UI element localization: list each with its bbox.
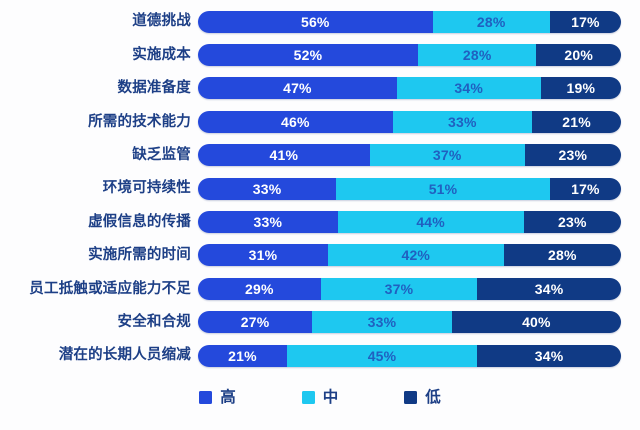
stacked-bar[interactable]: 29% 37% 34% bbox=[198, 277, 621, 300]
category-label: 所需的技术能力 bbox=[88, 113, 191, 130]
chart-row: 数据准备度 47% 34% 19% bbox=[0, 72, 640, 105]
bar-segment-中[interactable]: 33% bbox=[312, 311, 452, 334]
category-label: 缺乏监管 bbox=[132, 147, 191, 163]
bar-segment-高[interactable]: 47% bbox=[198, 77, 397, 100]
bar-segment-高[interactable]: 27% bbox=[198, 311, 313, 334]
chart-row: 安全和合规 27% 33% 40% bbox=[0, 306, 640, 339]
bar-segment-高[interactable]: 52% bbox=[198, 44, 418, 67]
category-label: 安全和合规 bbox=[117, 313, 191, 330]
chart-row: 实施成本 52% 28% 20% bbox=[0, 38, 640, 71]
chart-legend: 高中低 bbox=[0, 390, 640, 406]
category-label: 虚假信息的传播 bbox=[88, 213, 191, 230]
bar-segment-高[interactable]: 33% bbox=[198, 177, 337, 200]
chart-row: 所需的技术能力 46% 33% 21% bbox=[0, 105, 640, 138]
stacked-bar[interactable]: 33% 51% 17% bbox=[198, 177, 621, 200]
stacked-bar[interactable]: 21% 45% 34% bbox=[198, 344, 621, 367]
bar-segment-中[interactable]: 33% bbox=[392, 110, 533, 133]
bar-segment-低[interactable]: 19% bbox=[540, 77, 621, 100]
bar-segment-中[interactable]: 37% bbox=[369, 144, 525, 167]
category-label: 实施成本 bbox=[132, 46, 191, 63]
bar-segment-高[interactable]: 46% bbox=[198, 110, 393, 133]
category-label: 环境可持续性 bbox=[102, 180, 191, 197]
bar-segment-低[interactable]: 34% bbox=[477, 277, 621, 300]
category-label: 员工抵触或适应能力不足 bbox=[29, 280, 191, 297]
bar-segment-低[interactable]: 20% bbox=[536, 44, 621, 67]
legend-swatch-icon bbox=[301, 391, 315, 405]
stacked-bar[interactable]: 31% 42% 28% bbox=[198, 244, 621, 267]
stacked-bar[interactable]: 41% 37% 23% bbox=[198, 144, 621, 167]
stacked-bar[interactable]: 27% 33% 40% bbox=[198, 311, 621, 334]
legend-swatch-icon bbox=[199, 391, 213, 405]
legend-label: 低 bbox=[425, 389, 441, 406]
legend-item-高[interactable]: 高 bbox=[199, 390, 236, 406]
bar-segment-低[interactable]: 23% bbox=[524, 144, 621, 167]
bar-segment-中[interactable]: 45% bbox=[286, 344, 478, 367]
chart-rows: 道德挑战 56% 28% 17% 实施成本 52% 28% 20% 数据准备度 47% 34% 19%… bbox=[0, 5, 640, 372]
legend-label: 高 bbox=[220, 389, 236, 406]
bar-segment-中[interactable]: 28% bbox=[417, 44, 537, 67]
legend-swatch-icon bbox=[404, 391, 418, 405]
bar-segment-高[interactable]: 21% bbox=[198, 344, 287, 367]
category-label: 数据准备度 bbox=[117, 80, 191, 97]
bar-segment-高[interactable]: 29% bbox=[198, 277, 321, 300]
chart-row: 缺乏监管 41% 37% 23% bbox=[0, 139, 640, 172]
bar-segment-低[interactable]: 28% bbox=[503, 244, 621, 267]
chart-row: 潜在的长期人员缩减 21% 45% 34% bbox=[0, 339, 640, 372]
legend-item-低[interactable]: 低 bbox=[404, 390, 441, 406]
stacked-bar[interactable]: 46% 33% 21% bbox=[198, 110, 621, 133]
bar-segment-中[interactable]: 34% bbox=[396, 77, 541, 100]
bar-segment-高[interactable]: 31% bbox=[198, 244, 328, 267]
bar-segment-低[interactable]: 17% bbox=[549, 10, 621, 33]
category-label: 实施所需的时间 bbox=[88, 247, 191, 264]
bar-segment-中[interactable]: 42% bbox=[327, 244, 504, 267]
bar-segment-低[interactable]: 34% bbox=[477, 344, 621, 367]
bar-segment-低[interactable]: 23% bbox=[523, 211, 621, 234]
chart-row: 环境可持续性 33% 51% 17% bbox=[0, 172, 640, 205]
bar-segment-低[interactable]: 40% bbox=[451, 311, 621, 334]
bar-segment-中[interactable]: 51% bbox=[336, 177, 550, 200]
bar-segment-中[interactable]: 44% bbox=[337, 211, 524, 234]
bar-segment-高[interactable]: 56% bbox=[198, 10, 433, 33]
bar-segment-高[interactable]: 41% bbox=[198, 144, 370, 167]
bar-segment-中[interactable]: 28% bbox=[432, 10, 550, 33]
legend-label: 中 bbox=[322, 389, 339, 406]
stacked-bar[interactable]: 56% 28% 17% bbox=[198, 10, 621, 33]
bar-segment-低[interactable]: 17% bbox=[549, 177, 621, 200]
category-label: 潜在的长期人员缩减 bbox=[58, 347, 191, 364]
chart-row: 虚假信息的传播 33% 44% 23% bbox=[0, 205, 640, 238]
chart-row: 实施所需的时间 31% 42% 28% bbox=[0, 239, 640, 272]
stacked-bar[interactable]: 33% 44% 23% bbox=[198, 211, 621, 234]
bar-segment-高[interactable]: 33% bbox=[198, 211, 338, 234]
chart-row: 道德挑战 56% 28% 17% bbox=[0, 5, 640, 38]
category-label: 道德挑战 bbox=[132, 13, 191, 30]
bar-segment-中[interactable]: 37% bbox=[320, 277, 478, 300]
legend-item-中[interactable]: 中 bbox=[301, 389, 339, 406]
bar-segment-低[interactable]: 21% bbox=[532, 110, 621, 133]
stacked-bar[interactable]: 47% 34% 19% bbox=[198, 77, 621, 100]
stacked-bar[interactable]: 52% 28% 20% bbox=[198, 44, 621, 67]
chart-row: 员工抵触或适应能力不足 29% 37% 34% bbox=[0, 272, 640, 305]
